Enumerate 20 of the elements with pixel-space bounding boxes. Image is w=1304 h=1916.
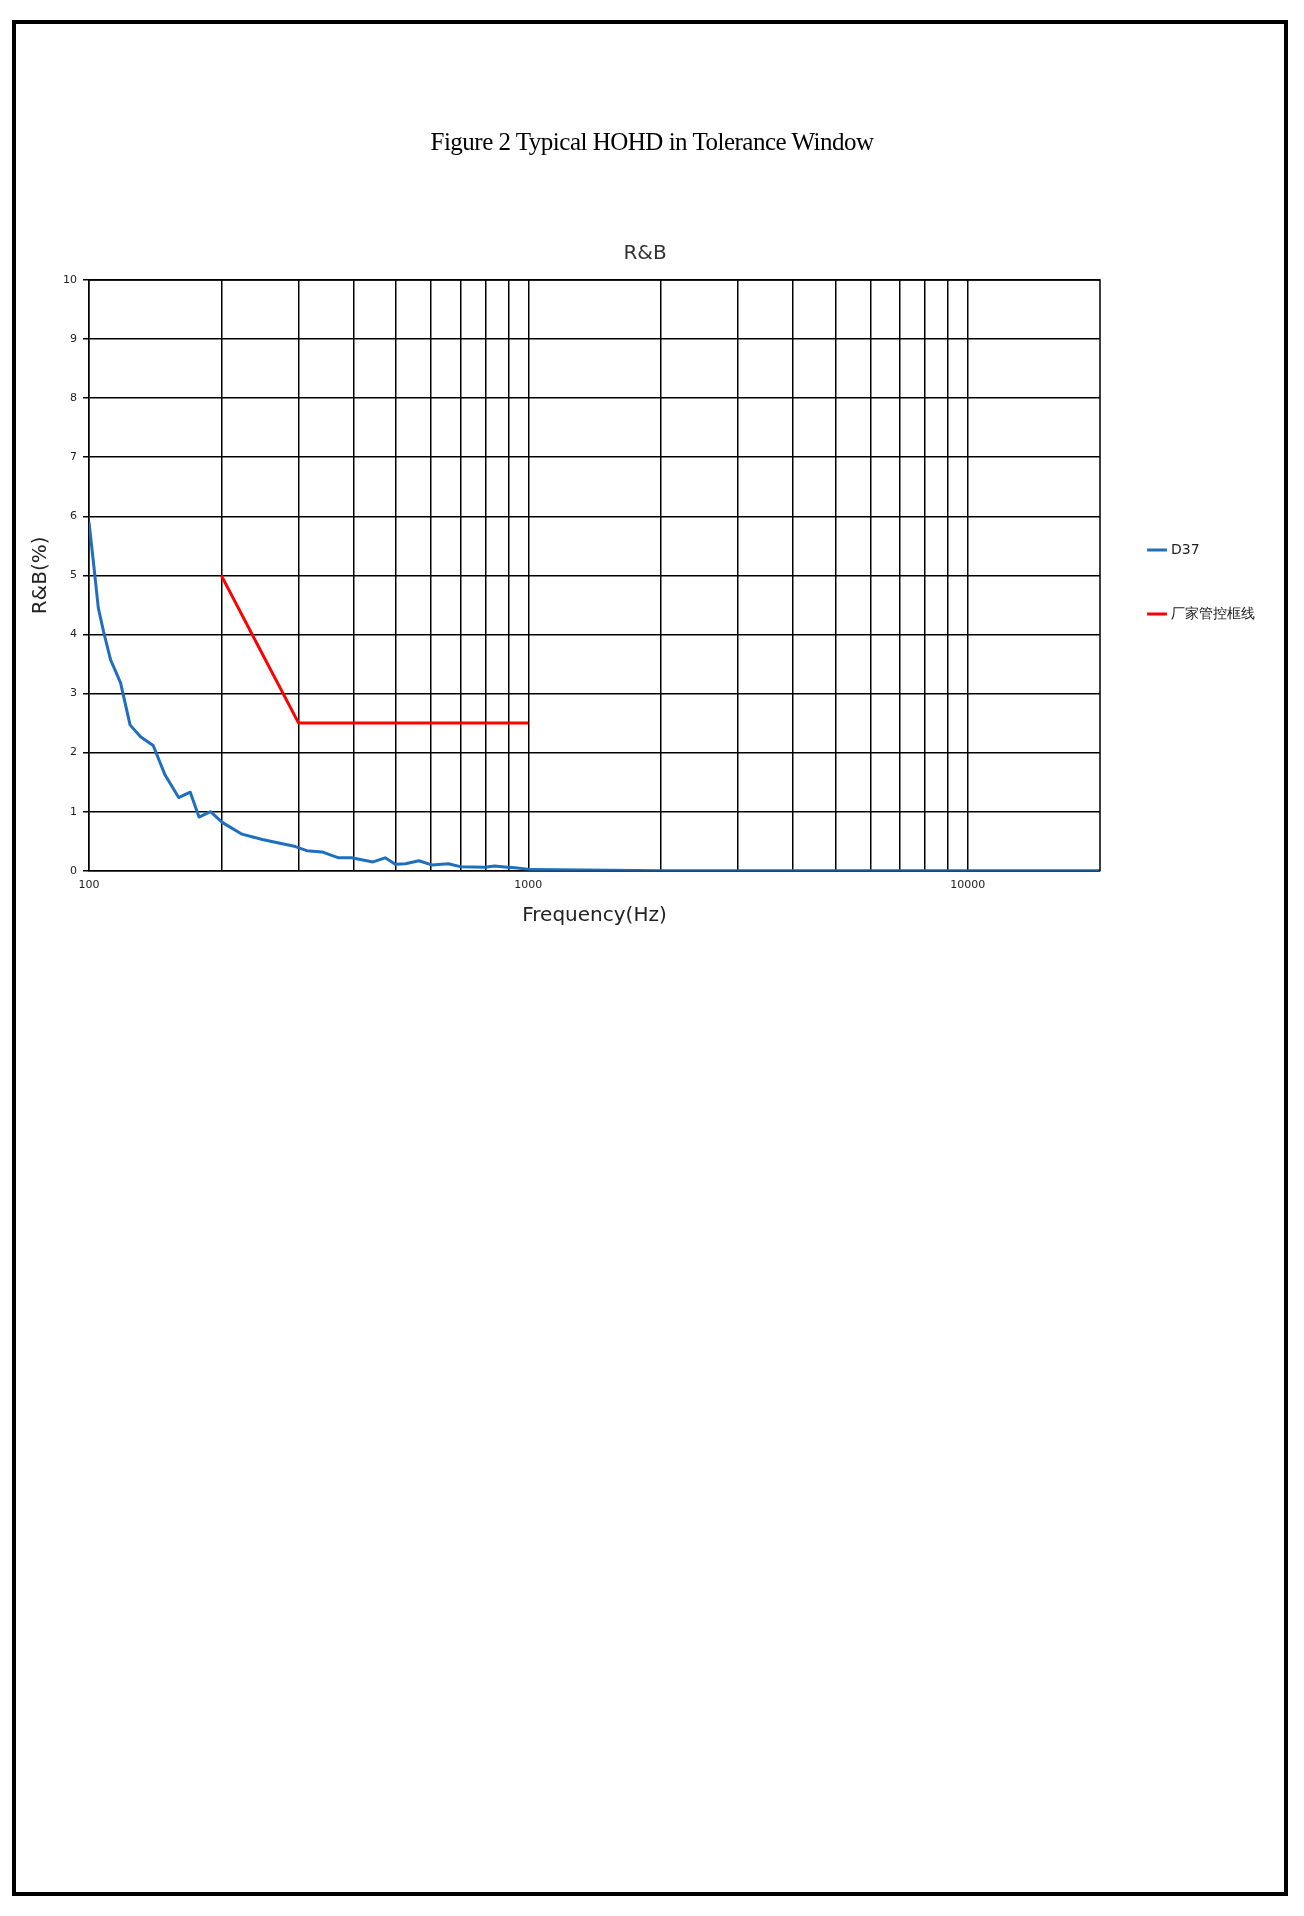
caption: Figure 2 Typical HOHD in Tolerance Window	[429, 128, 875, 156]
y-tick-label: 7	[70, 450, 77, 464]
y-tick-label: 5	[70, 568, 77, 582]
y-tick-label: 0	[70, 863, 77, 877]
x-tick-label: 10000	[950, 878, 986, 892]
y-tick-label: 4	[70, 627, 77, 641]
y-tick-label: 1	[70, 804, 77, 818]
y-tick-label: 9	[70, 331, 77, 345]
x-axis-title: Frequency(Hz)	[522, 902, 667, 927]
y-tick-label: 2	[70, 745, 77, 759]
legend-label: D37	[1171, 540, 1200, 557]
chart-title: R&B	[623, 240, 667, 265]
y-tick-label: 8	[70, 391, 77, 405]
x-tick-label: 100	[78, 878, 100, 892]
legend-label: 厂家管控框线	[1171, 604, 1255, 621]
y-tick-label: 10	[63, 272, 77, 286]
x-tick-label: 1000	[514, 878, 543, 892]
y-tick-label: 6	[70, 509, 77, 523]
y-tick-label: 3	[70, 686, 77, 700]
y-axis-title: R&B(%)	[27, 536, 52, 615]
